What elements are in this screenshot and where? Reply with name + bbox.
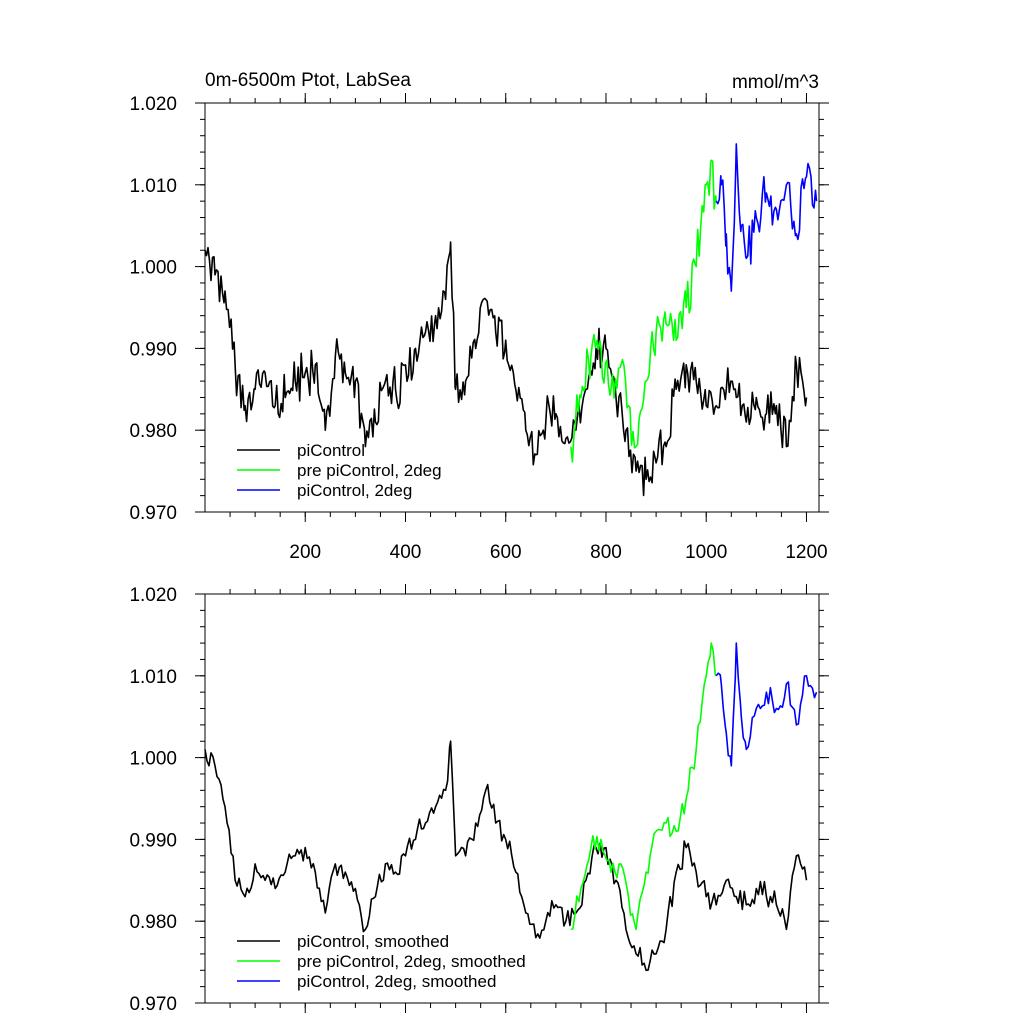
bottom-panel: 0.970 0.980 0.990 1.000 1.010 1.020 piControl,… (129, 584, 829, 1015)
x-tick-label: 400 (390, 542, 422, 563)
plot-frame (204, 102, 820, 513)
series-line-2 (715, 143, 818, 292)
x-tick-label: 800 (590, 542, 622, 563)
units-label: mmol/m^3 (732, 72, 819, 93)
series-line-2 (715, 642, 818, 767)
x-tick-label: 1000 (685, 542, 727, 563)
y-tick-label: 1.000 (129, 258, 177, 279)
legend-label-1: pre piControl, 2deg, smoothed (297, 952, 526, 971)
y-tick-label: 0.990 (129, 339, 177, 360)
y-tick-label: 0.980 (129, 421, 177, 442)
series-line-0 (204, 241, 808, 497)
y-tick-label: 0.980 (129, 912, 177, 933)
plot-frame (204, 593, 820, 1004)
series-line-0 (204, 740, 808, 972)
legend-label-2: piControl, 2deg (297, 481, 412, 500)
y-tick-label: 0.970 (129, 503, 177, 524)
y-tick-label: 1.000 (129, 749, 177, 770)
series-line-1 (570, 159, 717, 463)
top-panel: 0.970 0.980 0.990 1.000 1.010 1.020 200 400 600 8… (129, 70, 829, 563)
legend-label-0: piControl (297, 441, 365, 460)
x-tick-label: 600 (490, 542, 522, 563)
series-line-1 (570, 642, 717, 931)
y-tick-label: 1.010 (129, 176, 177, 197)
y-tick-label: 1.020 (129, 94, 177, 115)
y-tick-label: 1.020 (129, 585, 177, 606)
x-tick-label: 200 (289, 542, 321, 563)
y-tick-label: 0.970 (129, 994, 177, 1015)
x-tick-label: 1200 (785, 542, 827, 563)
y-tick-label: 0.990 (129, 830, 177, 851)
legend-label-0: piControl, smoothed (297, 932, 449, 951)
legend-label-1: pre piControl, 2deg (297, 461, 442, 480)
chart-title: 0m-6500m Ptot, LabSea (205, 70, 411, 91)
y-tick-label: 1.010 (129, 667, 177, 688)
legend-label-2: piControl, 2deg, smoothed (297, 972, 496, 991)
